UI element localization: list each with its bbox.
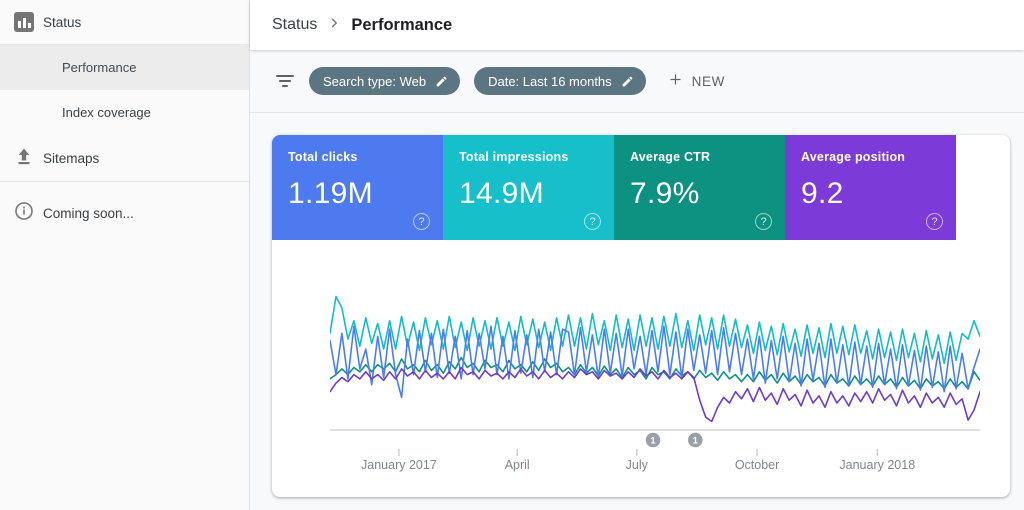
sidebar-item-label: Status [43, 14, 82, 30]
x-axis-tick-label: July [626, 458, 649, 472]
sidebar-item-index-coverage[interactable]: Index coverage [0, 90, 249, 135]
x-axis-tick-label: October [735, 458, 779, 472]
performance-panel: Total clicks 1.19M ? Total impressions 1… [272, 135, 1010, 497]
help-circle-icon[interactable]: ? [926, 213, 943, 230]
breadcrumb-status-link[interactable]: Status [272, 16, 318, 33]
series-line[interactable] [329, 325, 981, 399]
sidebar-divider [0, 44, 249, 45]
card-title: Total clicks [288, 150, 358, 164]
page-title: Performance [351, 15, 453, 34]
new-button-label: NEW [691, 73, 725, 89]
annotation-marker[interactable] [645, 432, 661, 448]
sidebar-item-label: Sitemaps [43, 150, 100, 166]
x-axis-tick-label: April [505, 458, 530, 472]
filter-funnel-icon[interactable] [275, 75, 295, 87]
line-chart-svg[interactable]: January 2017 April July October January 2018… [329, 278, 981, 473]
card-value: 9.2 [801, 177, 844, 210]
breadcrumb: Status Performance [250, 0, 1024, 50]
pencil-icon [435, 75, 448, 88]
date-range-chip[interactable]: Date: Last 16 months [474, 67, 646, 95]
card-title: Average CTR [630, 150, 711, 164]
bar-chart-icon [14, 12, 34, 32]
sidebar-item-label: Index coverage [62, 105, 151, 120]
chip-label: Date: Last 16 months [488, 73, 612, 89]
main-area: Status Performance Search type: Web Date… [250, 0, 1024, 510]
metric-cards: Total clicks 1.19M ? Total impressions 1… [272, 135, 1010, 240]
sidebar-item-label: Performance [62, 60, 137, 75]
help-circle-icon[interactable]: ? [413, 213, 430, 230]
card-value: 14.9M [459, 177, 544, 210]
series-line[interactable] [329, 295, 981, 365]
upload-icon [14, 146, 34, 171]
content-area: Total clicks 1.19M ? Total impressions 1… [250, 113, 1024, 510]
sidebar-item-sitemaps[interactable]: Sitemaps [0, 135, 249, 181]
x-axis-tick-label: January 2018 [839, 458, 915, 472]
help-circle-icon[interactable]: ? [755, 213, 772, 230]
total-impressions-card[interactable]: Total impressions 14.9M ? [443, 135, 614, 240]
annotation-marker[interactable] [688, 432, 703, 448]
sidebar-divider [0, 181, 249, 182]
filter-bar: Search type: Web Date: Last 16 months NE… [250, 50, 1024, 113]
help-circle-icon[interactable]: ? [584, 213, 601, 230]
annotation-marker-label: 1 [650, 436, 656, 447]
average-position-card[interactable]: Average position 9.2 ? [785, 135, 956, 240]
new-filter-button[interactable]: NEW [668, 72, 725, 90]
x-axis-tick-label: January 2017 [361, 458, 437, 472]
info-icon [14, 201, 34, 226]
sidebar-item-coming-soon[interactable]: Coming soon... [0, 186, 249, 240]
annotation-marker-label: 1 [693, 436, 699, 447]
pencil-icon [621, 75, 634, 88]
total-clicks-card[interactable]: Total clicks 1.19M ? [272, 135, 443, 240]
series-line[interactable] [329, 366, 981, 423]
card-title: Average position [801, 150, 906, 164]
chevron-right-icon [325, 14, 343, 37]
card-title: Total impressions [459, 150, 569, 164]
performance-chart[interactable]: January 2017 April July October January 2018… [329, 278, 1010, 478]
sidebar: Status Performance Index coverage Sitema… [0, 0, 250, 510]
chip-label: Search type: Web [323, 73, 427, 89]
sidebar-item-label: Coming soon... [43, 205, 134, 221]
sidebar-item-performance[interactable]: Performance [0, 45, 249, 90]
search-type-chip[interactable]: Search type: Web [309, 67, 461, 95]
average-ctr-card[interactable]: Average CTR 7.9% ? [614, 135, 785, 240]
plus-icon [668, 72, 683, 90]
sidebar-item-status[interactable]: Status [0, 0, 249, 44]
card-value: 7.9% [630, 177, 700, 210]
card-value: 1.19M [288, 177, 373, 210]
